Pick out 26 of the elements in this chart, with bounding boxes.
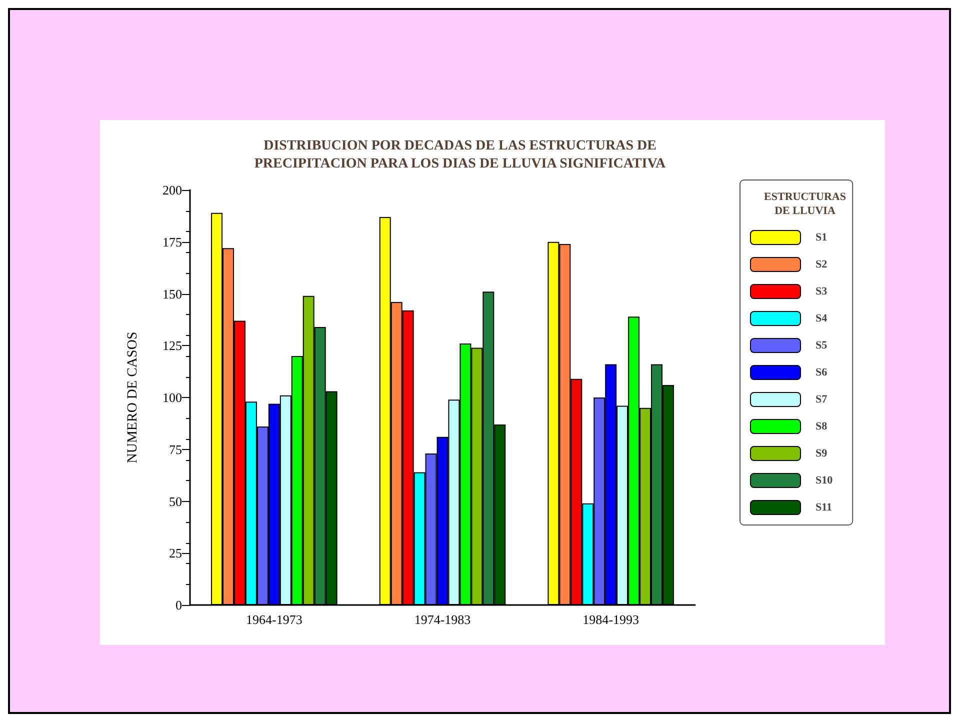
y-tick-label: 50 bbox=[169, 494, 182, 509]
y-axis-title: NUMERO DE CASOS bbox=[126, 332, 140, 464]
x-tick-label: 1964-1973 bbox=[246, 612, 302, 627]
legend-label: S1 bbox=[816, 232, 828, 244]
legend-label: S6 bbox=[816, 366, 828, 378]
x-tick-label: 1974-1983 bbox=[414, 612, 471, 627]
legend-label: S3 bbox=[816, 286, 828, 298]
legend-label: S7 bbox=[816, 394, 828, 406]
legend-label: S4 bbox=[816, 312, 828, 324]
y-tick-label: 200 bbox=[162, 182, 182, 198]
y-tick-label: 25 bbox=[169, 546, 182, 561]
legend-label: S8 bbox=[816, 420, 828, 432]
y-tick-label: 150 bbox=[162, 286, 182, 302]
legend-title: ESTRUCTURAS DE LLUVIA bbox=[764, 191, 846, 217]
y-tick-label: 75 bbox=[169, 442, 182, 457]
legend-label: S10 bbox=[816, 474, 834, 486]
x-tick-label: 1984-1993 bbox=[582, 612, 640, 627]
y-tick-label: 175 bbox=[162, 234, 182, 250]
y-tick-label: 125 bbox=[162, 338, 182, 354]
chart-title: DISTRIBUCION POR DECADAS DE LAS ESTRUCTURAS DE PRECIPITACION PARA LOS DIAS DE LLUVIA SIGNIFICATIVA bbox=[254, 138, 667, 172]
legend-label: S2 bbox=[816, 258, 828, 270]
legend-label: S5 bbox=[816, 340, 828, 352]
y-tick-label: 0 bbox=[176, 598, 182, 612]
legend-label: S9 bbox=[816, 448, 828, 460]
y-tick-label: 100 bbox=[162, 390, 182, 405]
legend-label: S11 bbox=[816, 502, 832, 514]
